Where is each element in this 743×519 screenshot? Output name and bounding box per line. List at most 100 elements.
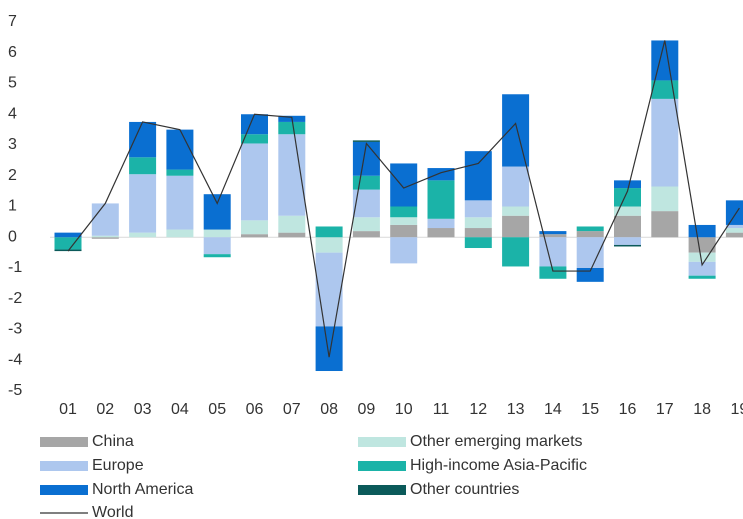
bar-segment [502,94,530,167]
bar-segment [502,215,530,238]
bar-segment [502,206,530,216]
legend-swatch [358,437,406,447]
legend-swatch [358,461,406,471]
bar-segment [688,252,716,262]
bar-segment [166,229,194,238]
bar-segment [166,175,194,230]
x-tick-label: 17 [656,401,674,418]
bar-segment [464,237,492,249]
bar-segment [203,229,231,238]
y-tick-label: -5 [8,382,22,399]
bar-segment [352,217,380,232]
bar-segment [688,237,716,253]
bar-segment [614,188,641,207]
bar-segment [203,194,231,230]
x-tick-label: 12 [469,401,487,418]
bar-segment [427,180,455,219]
x-tick-label: 15 [581,401,599,418]
bar-segment [614,215,641,238]
x-tick-label: 04 [171,401,189,418]
bar-segment [576,226,604,232]
bar-segment [651,211,679,238]
bar-segment [278,121,306,135]
x-tick-label: 09 [358,401,376,418]
y-tick-label: 7 [8,13,17,30]
legend-label: North America [92,481,193,498]
bar-segment [203,254,231,258]
bar-segment [427,218,455,229]
bar-segment [539,266,567,279]
bar-segment [539,237,567,267]
bar-segment [54,237,82,250]
bar-segment [688,275,716,279]
y-tick-label: 3 [8,136,17,153]
x-tick-label: 03 [134,401,152,418]
legend-swatch [358,485,406,495]
bar-segment [54,232,82,238]
bar-segment [352,231,380,238]
bar-segment [315,237,343,253]
bar-segment [129,157,157,175]
bar-segment [129,174,157,233]
bar-segment [203,237,231,255]
bar-segment [725,224,743,229]
x-tick-label: 08 [320,401,338,418]
legend-label: World [92,504,134,519]
bar-segment [241,143,268,221]
world-line [67,40,740,358]
legend-label: Other countries [410,481,519,498]
bar-segment [688,261,716,276]
bar-segment [91,203,119,236]
bar-segment [614,244,641,247]
bar-segment [390,163,418,207]
bar-segment [241,234,268,238]
legend-swatch [40,461,88,471]
bar-segment [129,121,157,158]
bar-segment [688,224,716,238]
y-tick-label: 4 [8,105,17,122]
bar-segment [278,232,306,238]
x-tick-label: 05 [208,401,226,418]
bar-segment [576,231,604,238]
bar-segment [390,237,418,264]
bar-segment [427,228,455,238]
bar-segment [278,215,306,233]
bar-segment [241,114,268,135]
bar-segment [166,169,194,176]
bar-segment [352,189,380,218]
x-tick-label: 19 [731,401,743,418]
legend-label: Other emerging markets [410,433,583,450]
bar-segment [651,98,679,187]
y-tick-label: -3 [8,321,22,338]
x-tick-label: 18 [693,401,711,418]
bar-segment [352,140,380,142]
bar-segment [390,217,418,225]
bar-segment [576,237,604,268]
bar-segment [539,234,567,238]
x-tick-label: 16 [619,401,637,418]
bar-segment [725,200,743,225]
bar-segment [725,228,743,233]
x-tick-label: 07 [283,401,301,418]
bar-segment [464,217,492,229]
x-tick-label: 11 [433,401,450,418]
bar-segment [91,237,119,239]
bar-segment [614,180,641,189]
bar-segment [651,186,679,212]
legend-label: Europe [92,457,144,474]
bar-segment [725,232,743,238]
x-tick-label: 06 [246,401,264,418]
y-tick-label: -1 [8,259,22,276]
bar-segment [241,134,268,144]
bar-segment [464,228,492,238]
bar-segment [315,326,343,372]
bar-segment [651,80,679,99]
legend-swatch [40,485,88,495]
y-tick-label: 0 [8,228,17,245]
bar-segment [614,237,641,245]
bar-segment [464,200,492,218]
bar-segment [539,231,567,235]
y-tick-label: 1 [8,198,17,215]
bar-segment [464,151,492,201]
bar-segment [614,206,641,216]
